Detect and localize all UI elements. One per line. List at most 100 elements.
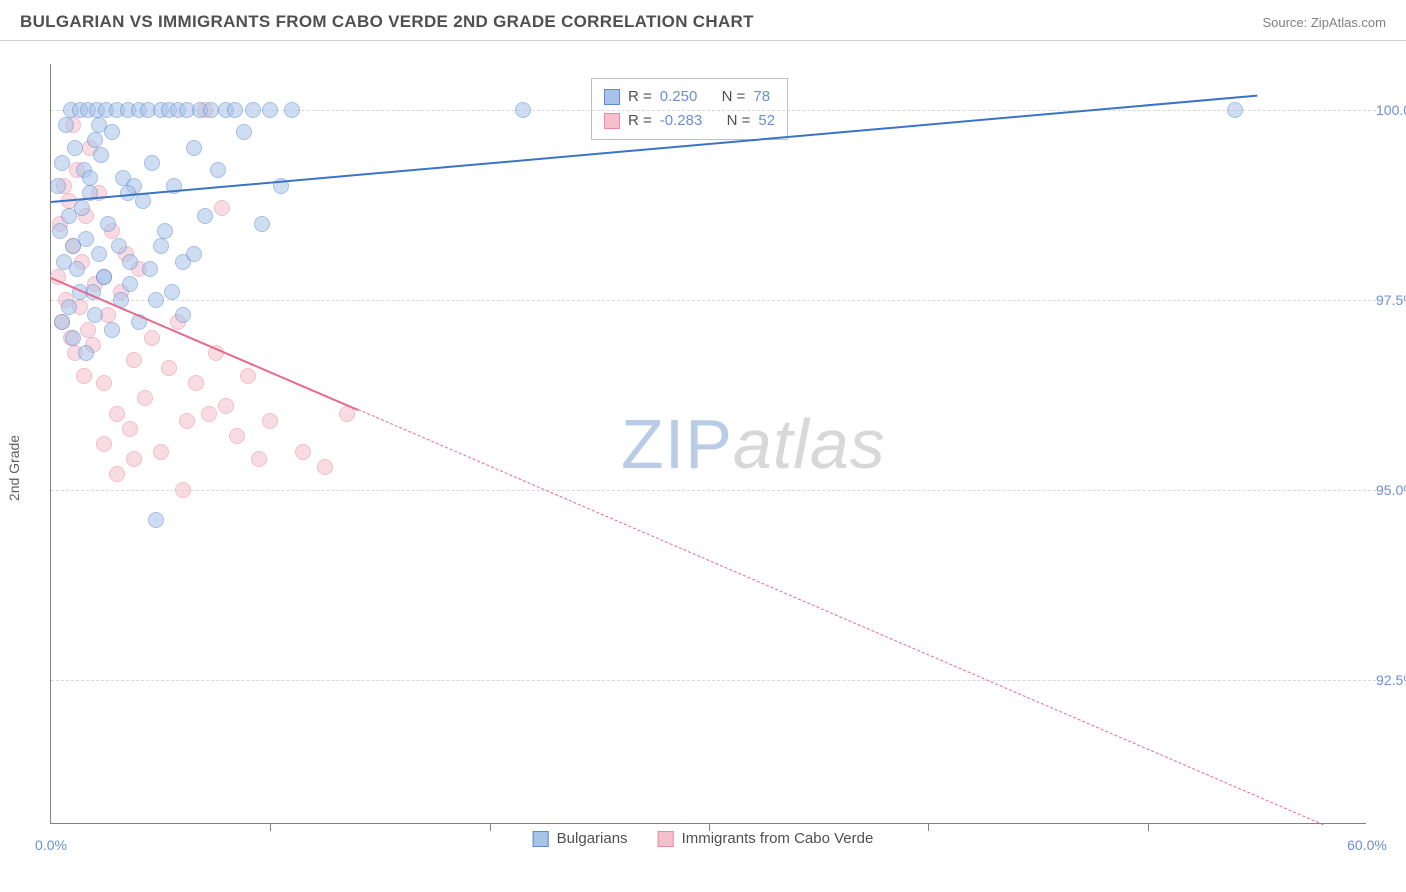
data-point-blue	[67, 140, 83, 156]
data-point-pink	[317, 459, 333, 475]
data-point-pink	[262, 413, 278, 429]
swatch-pink	[604, 113, 620, 129]
stat-r-blue: 0.250	[660, 85, 698, 109]
data-point-pink	[126, 451, 142, 467]
watermark-zip: ZIP	[621, 405, 733, 483]
data-point-blue	[210, 162, 226, 178]
data-point-blue	[186, 140, 202, 156]
data-point-pink	[96, 375, 112, 391]
x-tick	[270, 823, 271, 831]
data-point-pink	[153, 444, 169, 460]
data-point-pink	[188, 375, 204, 391]
data-point-pink	[126, 352, 142, 368]
data-point-blue	[142, 261, 158, 277]
trend-line-dashed	[358, 409, 1323, 825]
data-point-pink	[96, 436, 112, 452]
chart-header: BULGARIAN VS IMMIGRANTS FROM CABO VERDE …	[0, 0, 1406, 41]
chart-area: 2nd Grade ZIPatlas R = 0.250 N = 78 R = …	[0, 44, 1406, 892]
data-point-pink	[201, 406, 217, 422]
data-point-pink	[144, 330, 160, 346]
bottom-legend: Bulgarians Immigrants from Cabo Verde	[533, 830, 874, 847]
legend-item-blue: Bulgarians	[533, 830, 628, 847]
data-point-pink	[175, 482, 191, 498]
data-point-pink	[179, 413, 195, 429]
y-gridline	[51, 680, 1376, 681]
x-tick	[1148, 823, 1149, 831]
data-point-pink	[240, 368, 256, 384]
legend-label-blue: Bulgarians	[557, 830, 628, 847]
data-point-blue	[91, 246, 107, 262]
watermark-atlas: atlas	[733, 405, 886, 483]
stat-r-pink: -0.283	[660, 109, 703, 133]
data-point-pink	[218, 398, 234, 414]
data-point-blue	[69, 261, 85, 277]
stat-n-label: N =	[727, 109, 751, 133]
swatch-blue	[533, 831, 549, 847]
stat-n-label: N =	[722, 85, 746, 109]
data-point-pink	[295, 444, 311, 460]
data-point-blue	[236, 124, 252, 140]
x-tick-label: 60.0%	[1347, 837, 1387, 853]
data-point-blue	[54, 155, 70, 171]
stat-r-label: R =	[628, 85, 652, 109]
swatch-blue	[604, 89, 620, 105]
data-point-blue	[111, 238, 127, 254]
chart-title: BULGARIAN VS IMMIGRANTS FROM CABO VERDE …	[20, 12, 754, 32]
data-point-blue	[87, 132, 103, 148]
data-point-blue	[186, 246, 202, 262]
data-point-blue	[104, 322, 120, 338]
data-point-blue	[148, 512, 164, 528]
data-point-blue	[1227, 102, 1243, 118]
y-gridline	[51, 490, 1376, 491]
data-point-blue	[164, 284, 180, 300]
data-point-blue	[65, 330, 81, 346]
y-tick-label: 100.0%	[1376, 102, 1406, 118]
y-tick-label: 97.5%	[1376, 292, 1406, 308]
data-point-pink	[109, 406, 125, 422]
data-point-pink	[214, 200, 230, 216]
source-link[interactable]: ZipAtlas.com	[1311, 15, 1386, 30]
data-point-pink	[229, 428, 245, 444]
data-point-blue	[93, 147, 109, 163]
stat-n-pink: 52	[758, 109, 775, 133]
data-point-blue	[227, 102, 243, 118]
data-point-pink	[137, 390, 153, 406]
data-point-pink	[161, 360, 177, 376]
data-point-blue	[61, 299, 77, 315]
data-point-blue	[96, 269, 112, 285]
stat-n-blue: 78	[753, 85, 770, 109]
y-gridline	[51, 300, 1376, 301]
y-tick-label: 92.5%	[1376, 672, 1406, 688]
x-tick	[928, 823, 929, 831]
data-point-blue	[122, 254, 138, 270]
data-point-blue	[197, 208, 213, 224]
data-point-blue	[122, 276, 138, 292]
data-point-blue	[87, 307, 103, 323]
x-tick-label: 0.0%	[35, 837, 67, 853]
data-point-blue	[91, 117, 107, 133]
data-point-blue	[284, 102, 300, 118]
data-point-pink	[80, 322, 96, 338]
data-point-blue	[52, 223, 68, 239]
data-point-blue	[203, 102, 219, 118]
data-point-blue	[245, 102, 261, 118]
y-tick-label: 95.0%	[1376, 482, 1406, 498]
data-point-blue	[82, 170, 98, 186]
data-point-pink	[251, 451, 267, 467]
y-axis-label: 2nd Grade	[6, 435, 22, 501]
stat-r-label: R =	[628, 109, 652, 133]
data-point-blue	[515, 102, 531, 118]
data-point-blue	[148, 292, 164, 308]
swatch-pink	[658, 831, 674, 847]
data-point-pink	[76, 368, 92, 384]
data-point-blue	[175, 307, 191, 323]
data-point-blue	[153, 238, 169, 254]
data-point-blue	[157, 223, 173, 239]
data-point-blue	[262, 102, 278, 118]
data-point-blue	[78, 345, 94, 361]
x-tick	[490, 823, 491, 831]
source-prefix: Source:	[1262, 15, 1310, 30]
legend-label-pink: Immigrants from Cabo Verde	[682, 830, 874, 847]
source-attribution: Source: ZipAtlas.com	[1262, 15, 1386, 30]
data-point-blue	[58, 117, 74, 133]
